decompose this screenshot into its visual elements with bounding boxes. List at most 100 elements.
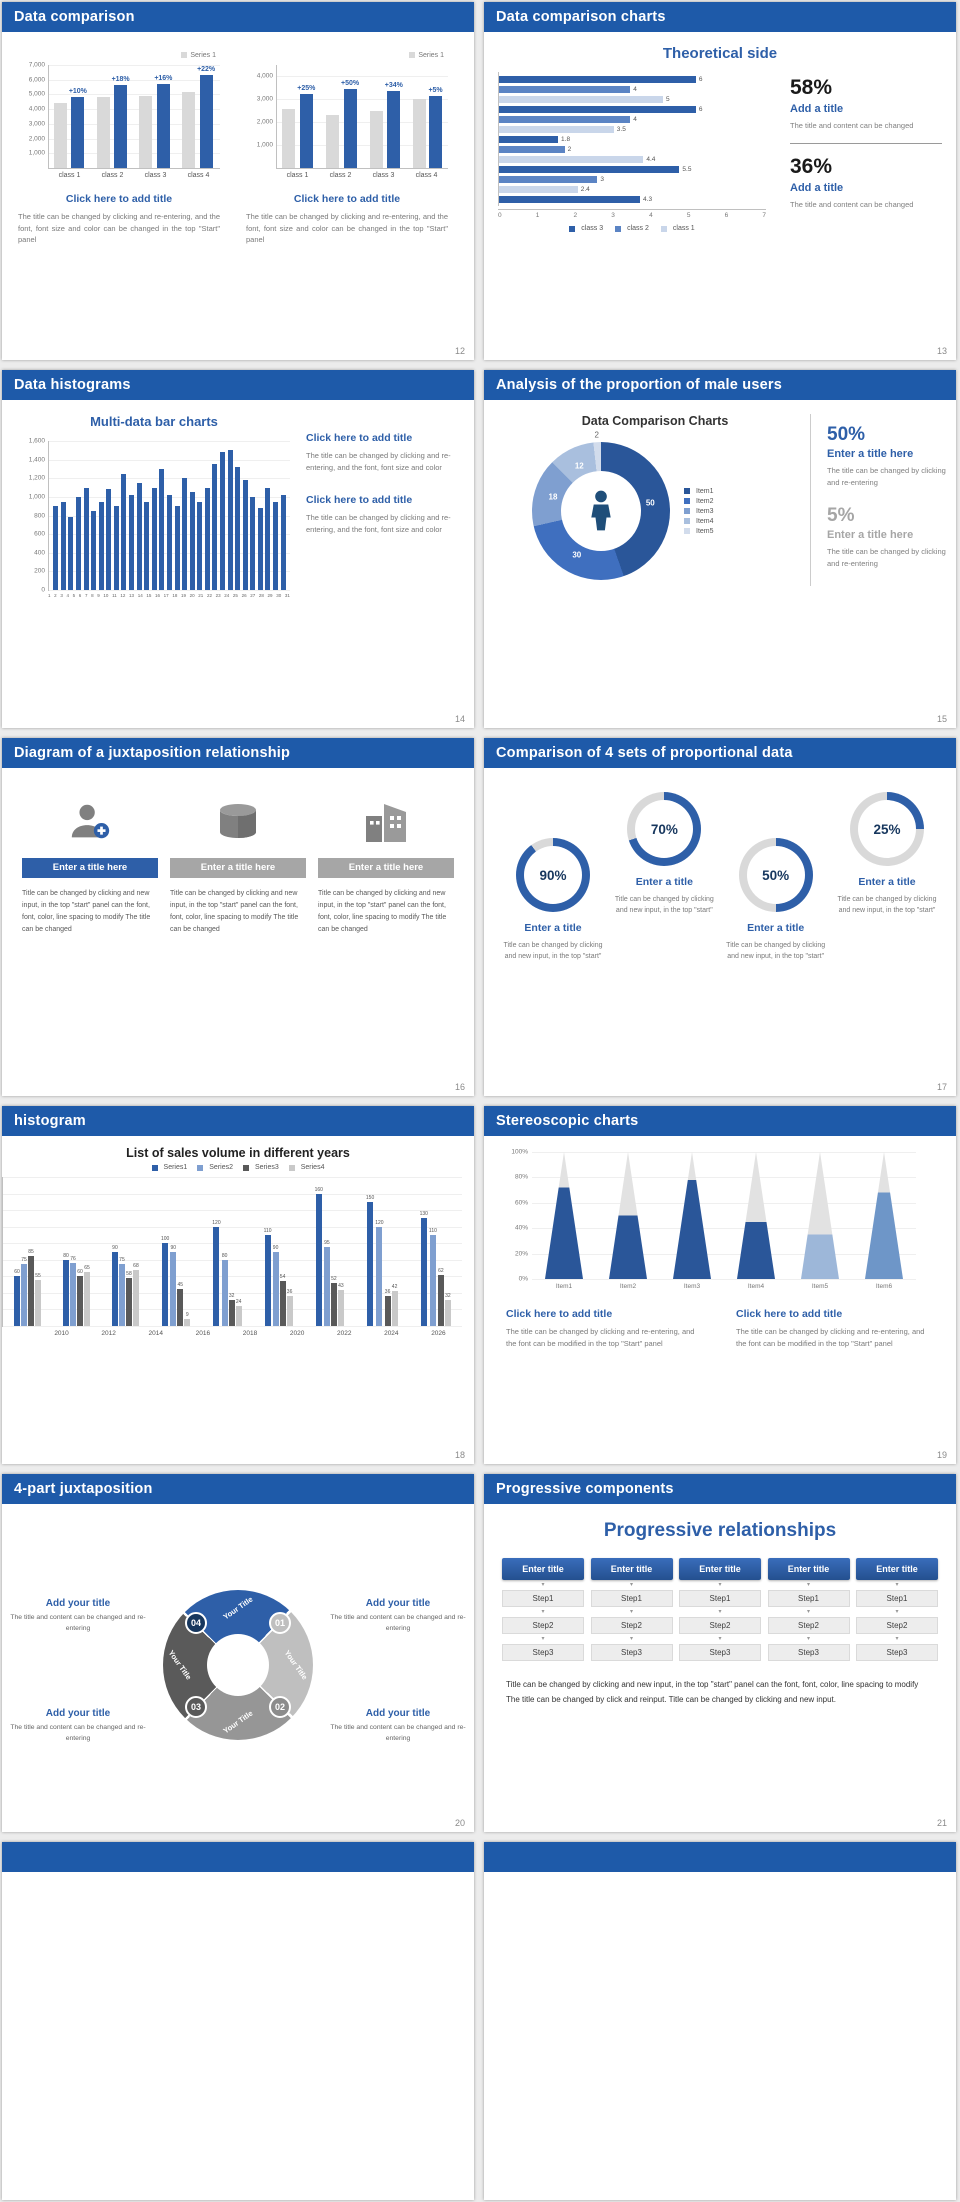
x-axis-labels: class 1 class 2 class 3 class 4 bbox=[48, 169, 220, 179]
partial-slide-left[interactable] bbox=[2, 1842, 474, 2200]
page-number: 17 bbox=[936, 1082, 947, 1092]
bar-value: 6 bbox=[698, 105, 703, 113]
cone-slot bbox=[798, 1152, 842, 1279]
gridline bbox=[277, 122, 448, 124]
y-tick-label: 1,600 bbox=[28, 437, 45, 445]
bar-value: 5.5 bbox=[682, 165, 692, 173]
h-bar bbox=[499, 165, 680, 173]
bar-column: 32 bbox=[228, 1177, 235, 1326]
x-tick-label: 6 bbox=[78, 593, 82, 598]
enter-title-button[interactable]: Enter title bbox=[502, 1558, 584, 1580]
partial-slide-right[interactable] bbox=[484, 1842, 956, 2200]
donut-chart-wrap: Data Comparison Charts 50 30 18 12 2 Item1 It… bbox=[502, 414, 808, 586]
bar bbox=[76, 1276, 83, 1326]
value-label: 42 bbox=[391, 1284, 398, 1291]
value-label: 150 bbox=[365, 1194, 375, 1201]
slide-12[interactable]: Data comparison Series 1 7,000 6,000 5,000 4… bbox=[2, 2, 474, 360]
slide-13[interactable]: Data comparison charts Theoretical side … bbox=[484, 2, 956, 360]
enter-title-button[interactable]: Enter title bbox=[856, 1558, 938, 1580]
bar-value: 3.5 bbox=[616, 125, 626, 133]
value-bar bbox=[387, 91, 401, 168]
bar bbox=[136, 482, 142, 590]
bar-value: 5 bbox=[666, 95, 670, 103]
bar bbox=[444, 1299, 451, 1326]
gridline bbox=[49, 153, 220, 155]
slide-21[interactable]: Progressive components Progressive relat… bbox=[484, 1474, 956, 1832]
slide-14[interactable]: Data histograms Multi-data bar charts 1,… bbox=[2, 370, 474, 728]
value-label: 90 bbox=[170, 1244, 177, 1251]
slide-header: Progressive components bbox=[484, 1474, 956, 1504]
bar-group: +5% bbox=[413, 65, 443, 168]
percent-label: +50% bbox=[341, 80, 360, 88]
enter-title-button[interactable]: Enter title bbox=[590, 1558, 673, 1580]
bar-column bbox=[282, 65, 296, 168]
x-tick-label: 2012 bbox=[101, 1330, 116, 1337]
slice-value-label: 50 bbox=[645, 498, 655, 508]
bar-column: 75 bbox=[20, 1177, 27, 1326]
slide-20[interactable]: 4-part juxtaposition Your Title Your Tit… bbox=[2, 1474, 474, 1832]
comparison-bar bbox=[369, 110, 383, 168]
slide-15[interactable]: Analysis of the proportion of male users… bbox=[484, 370, 956, 728]
x-tick-label: Item4 bbox=[747, 1283, 765, 1290]
corner-block: Add your title The title and content can… bbox=[10, 1598, 146, 1635]
bar bbox=[286, 1296, 293, 1326]
bar-column: +34% bbox=[385, 65, 403, 168]
slide-17[interactable]: Comparison of 4 sets of proportional dat… bbox=[484, 738, 956, 1096]
bar bbox=[273, 501, 279, 590]
enter-title-button[interactable]: Enter title bbox=[679, 1558, 761, 1580]
step-separator-icon: ▾ bbox=[541, 1636, 545, 1642]
bar-column: 55 bbox=[34, 1177, 41, 1326]
cone-slot bbox=[670, 1152, 714, 1279]
cone-slot bbox=[734, 1152, 778, 1279]
y-tick-label: 20% bbox=[514, 1250, 528, 1258]
value-label: 110 bbox=[428, 1227, 437, 1234]
x-tick-label: 29 bbox=[267, 593, 273, 598]
content-row: Data Comparison Charts 50 30 18 12 2 Item1 It… bbox=[484, 400, 956, 586]
bar-group: 130 110 62 32 bbox=[420, 1177, 451, 1326]
slide-header: histogram bbox=[2, 1106, 474, 1136]
gridline bbox=[532, 1228, 916, 1230]
bar-row: 5.5 bbox=[499, 164, 766, 174]
bar bbox=[91, 510, 97, 590]
series-legend: Series 1 bbox=[18, 52, 216, 59]
block-title: Click here to add title bbox=[736, 1308, 843, 1320]
bar bbox=[197, 501, 203, 590]
text-block: Click here to add title The title can be… bbox=[506, 1308, 706, 1350]
corner-block: Add your title The title and content can… bbox=[330, 1708, 466, 1745]
column-body: Title can be changed by clicking and new… bbox=[318, 890, 447, 933]
bar bbox=[129, 495, 135, 590]
bar-row: 1.8 bbox=[499, 134, 766, 144]
text-column: Click here to add title The title can be… bbox=[306, 414, 460, 598]
bar bbox=[20, 1263, 27, 1326]
bar bbox=[27, 1255, 34, 1326]
step-box: Step1 bbox=[502, 1590, 584, 1607]
value-label: 85 bbox=[28, 1248, 34, 1255]
step-separator-icon: ▾ bbox=[806, 1609, 810, 1615]
x-tick-label: 7 bbox=[84, 593, 88, 598]
x-tick-label: class 3 bbox=[144, 172, 167, 179]
bar bbox=[83, 1272, 90, 1326]
slide-19[interactable]: Stereoscopic charts 100% 80% 60% 40% 20% 0% It… bbox=[484, 1106, 956, 1464]
gridline bbox=[49, 459, 290, 461]
gridline bbox=[532, 1279, 916, 1280]
y-tick-label: 800 bbox=[34, 512, 45, 519]
legend-entry: Item5 bbox=[684, 528, 714, 535]
legend-swatch bbox=[684, 498, 690, 504]
x-tick-label: 2 bbox=[54, 593, 57, 598]
x-tick-label: 23 bbox=[215, 593, 221, 598]
page-number: 15 bbox=[936, 714, 947, 724]
ring-percentage: 70% bbox=[635, 800, 694, 858]
legend-swatch bbox=[684, 488, 690, 494]
y-tick-label: 1,000 bbox=[28, 149, 45, 157]
block-body: The title can be changed by clicking and… bbox=[18, 212, 220, 245]
bar-value: 4 bbox=[633, 115, 637, 123]
bar-column: 62 bbox=[437, 1177, 444, 1326]
x-tick-label: 3 bbox=[60, 593, 63, 598]
x-tick-label: 19 bbox=[180, 593, 186, 598]
y-tick-label: 40% bbox=[514, 1224, 528, 1232]
value-label: 80 bbox=[63, 1252, 69, 1259]
slide-16[interactable]: Diagram of a juxtaposition relationship … bbox=[2, 738, 474, 1096]
slide-18[interactable]: histogram List of sales volume in differ… bbox=[2, 1106, 474, 1464]
gridline bbox=[3, 1210, 462, 1212]
enter-title-button[interactable]: Enter title bbox=[767, 1558, 850, 1580]
